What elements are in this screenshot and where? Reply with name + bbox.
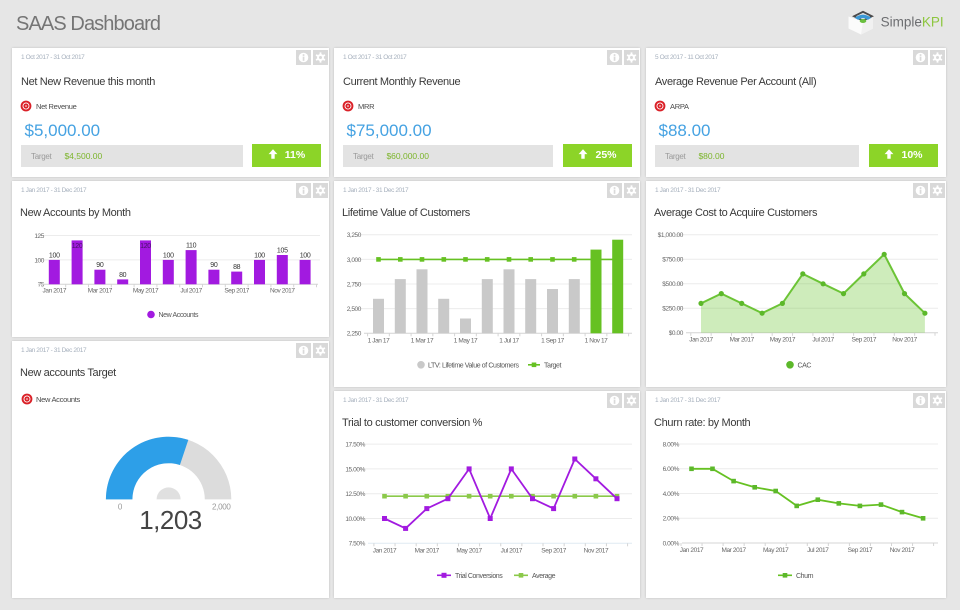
svg-text:90: 90: [96, 262, 104, 269]
svg-text:Average: Average: [532, 573, 556, 580]
svg-text:88: 88: [233, 264, 241, 271]
svg-text:0.00%: 0.00%: [663, 540, 680, 547]
svg-text:Sep 2017: Sep 2017: [848, 547, 873, 554]
svg-text:Jul 2017: Jul 2017: [180, 288, 202, 295]
svg-text:120: 120: [72, 243, 83, 250]
svg-text:7.50%: 7.50%: [349, 541, 366, 548]
svg-text:0: 0: [118, 503, 123, 512]
svg-text:$0.00: $0.00: [669, 330, 684, 337]
svg-text:Nov 2017: Nov 2017: [584, 547, 609, 554]
svg-text:SimpleKPI: SimpleKPI: [881, 14, 944, 29]
svg-text:Jul 2017: Jul 2017: [812, 337, 834, 344]
svg-text:2.00%: 2.00%: [663, 516, 680, 523]
svg-text:100: 100: [163, 252, 174, 259]
svg-text:15.00%: 15.00%: [345, 466, 365, 473]
svg-text:CAC: CAC: [798, 362, 812, 369]
svg-text:New Accounts: New Accounts: [159, 312, 199, 319]
svg-text:Mar 2017: Mar 2017: [730, 337, 755, 344]
svg-text:Mar 2017: Mar 2017: [721, 547, 746, 554]
svg-text:Jul 2017: Jul 2017: [807, 547, 829, 554]
svg-text:Mar 2017: Mar 2017: [88, 288, 113, 295]
svg-text:May 2017: May 2017: [770, 337, 796, 344]
svg-text:Jan 2017: Jan 2017: [680, 547, 704, 554]
svg-text:Sep 2017: Sep 2017: [541, 547, 566, 554]
svg-text:Target: Target: [544, 362, 562, 369]
svg-text:Nov 2017: Nov 2017: [270, 288, 295, 295]
svg-text:Jul 2017: Jul 2017: [501, 547, 523, 554]
svg-text:1 Mar 17: 1 Mar 17: [411, 338, 434, 345]
svg-text:10.00%: 10.00%: [345, 516, 365, 523]
svg-text:125: 125: [34, 233, 44, 240]
svg-text:6.00%: 6.00%: [663, 466, 680, 473]
svg-text:Jan 2017: Jan 2017: [373, 547, 397, 554]
svg-text:$250.00: $250.00: [662, 306, 683, 313]
svg-text:Sep 2017: Sep 2017: [851, 337, 876, 344]
svg-text:$500.00: $500.00: [662, 281, 683, 288]
svg-text:100: 100: [254, 252, 265, 259]
svg-text:3,250: 3,250: [347, 232, 362, 239]
svg-text:May 2017: May 2017: [456, 547, 482, 554]
svg-text:3,000: 3,000: [347, 257, 362, 264]
svg-text:Trial Conversions: Trial Conversions: [455, 573, 503, 580]
svg-text:Churn: Churn: [796, 573, 814, 580]
svg-text:100: 100: [34, 257, 44, 264]
svg-text:LTV: Lifetime Value of Custome: LTV: Lifetime Value of Customers: [428, 362, 519, 369]
svg-text:2,000: 2,000: [212, 503, 231, 512]
svg-text:1 Jul 17: 1 Jul 17: [499, 338, 519, 345]
svg-text:110: 110: [186, 243, 197, 250]
svg-text:120: 120: [140, 243, 151, 250]
svg-text:80: 80: [119, 272, 127, 279]
svg-text:Sep 2017: Sep 2017: [224, 288, 249, 295]
svg-text:Jan 2017: Jan 2017: [689, 337, 713, 344]
svg-text:100: 100: [49, 252, 60, 259]
svg-text:17.50%: 17.50%: [345, 442, 365, 449]
svg-text:Nov 2017: Nov 2017: [892, 337, 917, 344]
svg-text:2,250: 2,250: [347, 331, 362, 338]
svg-text:$1,000.00: $1,000.00: [658, 232, 684, 239]
svg-text:1 Jan 17: 1 Jan 17: [368, 338, 391, 345]
svg-text:105: 105: [277, 248, 288, 255]
svg-text:2,500: 2,500: [347, 306, 362, 313]
svg-text:Nov 2017: Nov 2017: [890, 547, 915, 554]
svg-text:1 Sep 17: 1 Sep 17: [541, 338, 565, 345]
svg-text:1 Nov 17: 1 Nov 17: [585, 338, 609, 345]
svg-text:4.00%: 4.00%: [663, 491, 680, 498]
svg-text:May 2017: May 2017: [763, 547, 789, 554]
svg-text:8.00%: 8.00%: [663, 441, 680, 448]
svg-text:100: 100: [300, 252, 311, 259]
svg-text:2,750: 2,750: [347, 281, 362, 288]
svg-text:Jan 2017: Jan 2017: [43, 288, 67, 295]
svg-text:90: 90: [210, 262, 218, 269]
svg-text:$750.00: $750.00: [662, 257, 683, 264]
svg-text:May 2017: May 2017: [133, 288, 159, 295]
svg-text:1 May 17: 1 May 17: [454, 338, 478, 345]
svg-text:Mar 2017: Mar 2017: [415, 547, 440, 554]
svg-text:12.50%: 12.50%: [345, 491, 365, 498]
svg-text:75: 75: [38, 282, 45, 289]
